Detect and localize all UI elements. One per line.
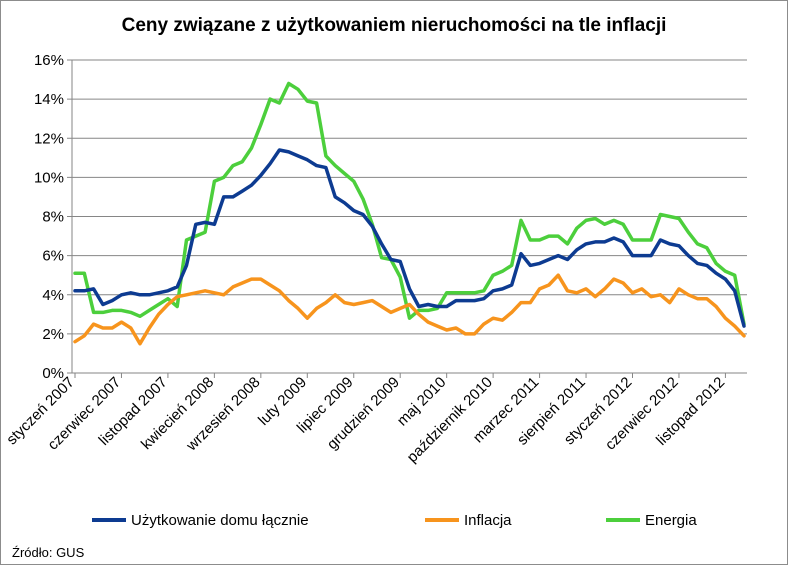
- y-tick-label: 12%: [34, 130, 64, 147]
- y-axis: 0% 2% 4% 6% 8% 10% 12% 14% 16%: [34, 52, 73, 382]
- y-tick-label: 16%: [34, 52, 64, 69]
- series-line: [73, 148, 746, 328]
- series-line: [73, 81, 746, 326]
- y-tick-label: 0%: [42, 365, 64, 382]
- series-line: [73, 273, 746, 346]
- x-tick-label: październik 2010: [404, 374, 496, 466]
- legend-label: Energia: [645, 512, 697, 529]
- legend-label: Inflacja: [464, 512, 512, 529]
- legend: Użytkowanie domu łącznie Inflacja Energia: [92, 512, 697, 529]
- chart-title: Ceny związane z użytkowaniem nieruchomoś…: [122, 15, 667, 36]
- source-note: Źródło: GUS: [12, 545, 85, 560]
- y-tick-label: 6%: [42, 248, 64, 265]
- y-tick-label: 14%: [34, 91, 64, 108]
- legend-label: Użytkowanie domu łącznie: [131, 512, 309, 529]
- grid-lines: [72, 59, 747, 374]
- y-tick-label: 4%: [42, 287, 64, 304]
- y-tick-label: 10%: [34, 169, 64, 186]
- y-tick-label: 8%: [42, 209, 64, 226]
- series-lines: [73, 81, 746, 346]
- y-tick-label: 2%: [42, 326, 64, 343]
